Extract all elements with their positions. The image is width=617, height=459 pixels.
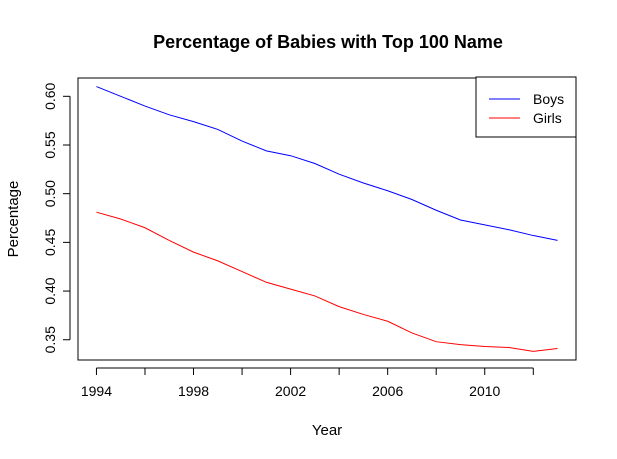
series-line-girls [96, 211, 558, 352]
y-tick-label: 0.35 [42, 326, 58, 353]
legend: Boys Girls [475, 76, 577, 138]
x-tick-label: 2006 [372, 383, 403, 399]
x-axis: 1994 1998 2002 2006 2010 [81, 367, 534, 399]
plot-area-frame [77, 77, 577, 361]
y-tick-label: 0.45 [42, 229, 58, 256]
y-tick-label: 0.40 [42, 277, 58, 304]
x-tick-label: 2010 [469, 383, 500, 399]
y-axis-label: Percentage [5, 181, 22, 258]
y-axis: 0.35 0.40 0.45 0.50 0.55 0.60 [42, 82, 71, 353]
chart-title: Percentage of Babies with Top 100 Name [153, 32, 503, 52]
y-tick-label: 0.50 [42, 180, 58, 207]
x-tick-label: 2002 [275, 383, 306, 399]
legend-label-boys: Boys [533, 91, 564, 107]
legend-label-girls: Girls [533, 110, 562, 126]
y-tick-label: 0.55 [42, 131, 58, 158]
x-axis-label: Year [312, 422, 342, 439]
y-tick-label: 0.60 [42, 82, 58, 109]
series-line-boys [96, 86, 558, 241]
x-tick-label: 1994 [81, 383, 112, 399]
x-tick-label: 1998 [178, 383, 209, 399]
series-layer [96, 86, 558, 352]
legend-box [475, 76, 577, 138]
